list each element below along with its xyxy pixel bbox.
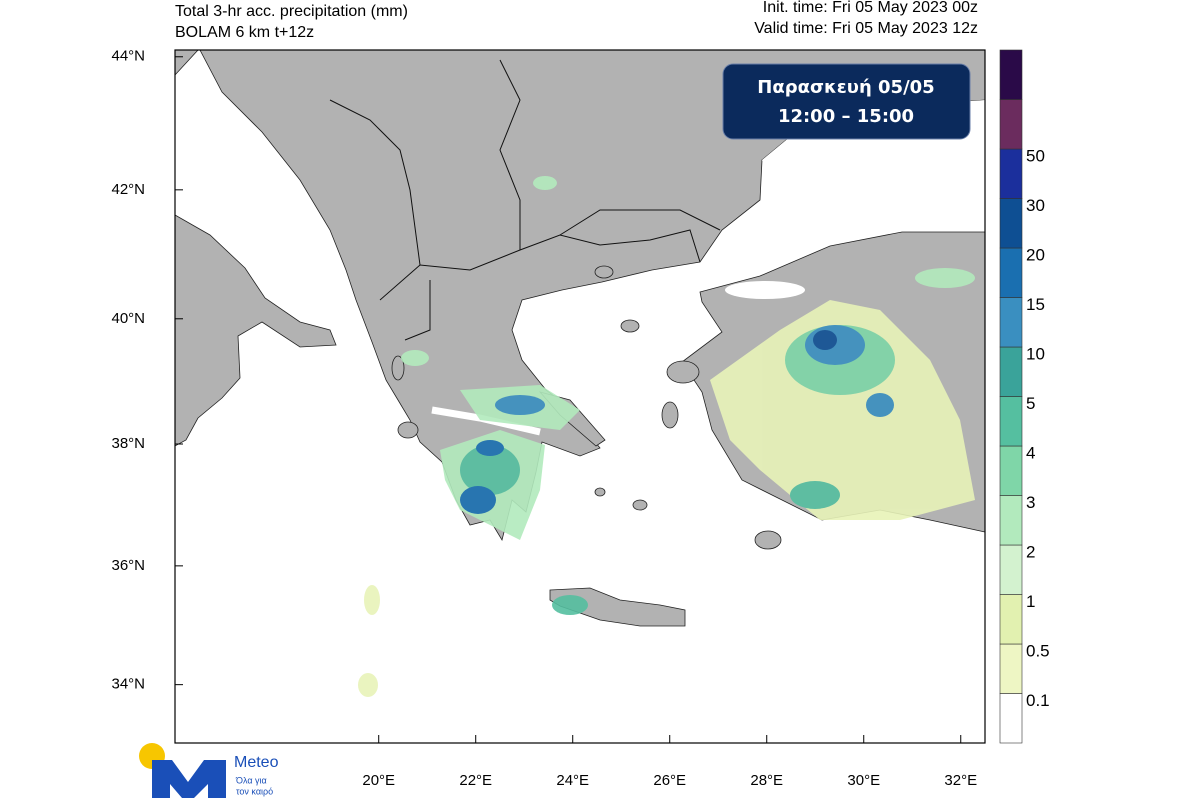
logo: Meteo Όλα για τον καιρό <box>139 743 279 798</box>
colorbar-box <box>999 346 1023 397</box>
island-corfu <box>391 355 405 381</box>
init-time: Init. time: Fri 05 May 2023 00z <box>763 0 978 16</box>
precip-area <box>460 445 520 495</box>
colorbar-label: 4 <box>1026 443 1035 462</box>
y-tick-label: 40°N <box>111 310 145 327</box>
island-cyclades <box>594 487 606 497</box>
colorbar: 0.1 0.5 1 2 3 4 5 10 15 20 30 50 <box>999 49 1050 744</box>
logo-slogan: τον καιρό <box>236 786 273 796</box>
colorbar-label: 0.1 <box>1026 691 1050 710</box>
precip-area <box>495 395 545 415</box>
colorbar-label: 20 <box>1026 245 1045 264</box>
period-day: Παρασκευή 05/05 <box>757 77 934 98</box>
subtitle: BOLAM 6 km t+12z <box>175 24 314 41</box>
colorbar-box <box>999 247 1023 298</box>
colorbar-box <box>999 693 1023 744</box>
colorbar-box <box>999 495 1023 546</box>
borders <box>329 59 721 341</box>
colorbar-label: 1 <box>1026 592 1035 611</box>
x-tick-label: 26°E <box>653 772 686 789</box>
precip-area <box>866 393 894 417</box>
x-tick-label: 24°E <box>556 772 589 789</box>
island-thasos <box>594 265 614 279</box>
colorbar-box <box>999 643 1023 694</box>
precip-area <box>533 176 557 190</box>
border <box>559 209 721 236</box>
colorbar-label: 50 <box>1026 146 1045 165</box>
map-frame <box>174 49 986 744</box>
colorbar-box <box>999 544 1023 595</box>
island-lesbos <box>666 360 700 384</box>
colorbar-box <box>999 297 1023 348</box>
island-naxos <box>632 499 648 511</box>
x-tick-label: 20°E <box>362 772 395 789</box>
precipitation-field <box>358 176 975 697</box>
precip-area <box>364 585 380 615</box>
colorbar-box <box>999 445 1023 496</box>
island-limnos <box>620 319 640 333</box>
x-tick-label: 22°E <box>459 772 492 789</box>
colorbar-label: 3 <box>1026 493 1035 512</box>
precip-area <box>790 481 840 509</box>
x-tick-label: 30°E <box>847 772 880 789</box>
precip-area <box>358 673 378 697</box>
precip-area <box>813 330 837 350</box>
sea-marmara <box>725 281 805 299</box>
colorbar-box <box>999 396 1023 447</box>
precip-area <box>460 486 496 514</box>
border <box>499 59 521 250</box>
logo-mark <box>152 760 226 798</box>
precip-area <box>401 350 429 366</box>
colorbar-box <box>999 49 1023 100</box>
y-tick-label: 38°N <box>111 435 145 452</box>
y-tick-label: 44°N <box>111 48 145 65</box>
x-tick-label: 32°E <box>944 772 977 789</box>
colorbar-box <box>999 148 1023 199</box>
x-tick-label: 28°E <box>750 772 783 789</box>
colorbar-label: 10 <box>1026 344 1045 363</box>
colorbar-box <box>999 594 1023 645</box>
precip-area <box>552 595 588 615</box>
valid-time: Valid time: Fri 05 May 2023 12z <box>754 20 978 37</box>
title: Total 3-hr acc. precipitation (mm) <box>175 3 408 20</box>
precip-area <box>476 440 504 456</box>
border <box>329 99 421 266</box>
colorbar-label: 0.5 <box>1026 641 1050 660</box>
y-tick-label: 34°N <box>111 676 145 693</box>
logo-name: Meteo <box>234 754 279 771</box>
colorbar-label: 30 <box>1026 196 1045 215</box>
map <box>174 49 986 744</box>
island-chios <box>661 401 679 429</box>
period-time: 12:00 – 15:00 <box>778 106 914 127</box>
y-tick-label: 42°N <box>111 181 145 198</box>
logo-slogan: Όλα για <box>235 775 267 785</box>
island-kefalonia <box>397 421 419 439</box>
precip-area <box>915 268 975 288</box>
precip-area <box>710 300 975 520</box>
axes: 20°E 22°E 24°E 26°E 28°E 30°E 32°E 34°N 36°N 38°N… <box>111 48 977 789</box>
y-tick-label: 36°N <box>111 557 145 574</box>
border <box>404 280 431 341</box>
colorbar-label: 5 <box>1026 394 1035 413</box>
colorbar-box <box>999 198 1023 249</box>
colorbar-label: 15 <box>1026 295 1045 314</box>
colorbar-box <box>999 99 1023 150</box>
island-rhodes <box>754 530 782 550</box>
colorbar-label: 2 <box>1026 542 1035 561</box>
period-box <box>722 63 971 140</box>
